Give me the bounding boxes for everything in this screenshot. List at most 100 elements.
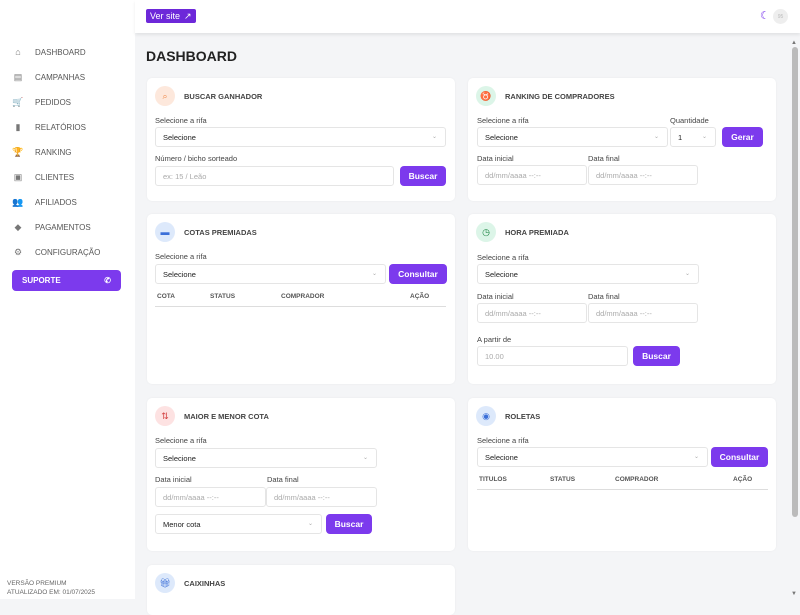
end-date-input[interactable]: dd/mm/aaaa --:-- (588, 303, 698, 323)
rifa-select[interactable]: Selecione ⌄ (155, 264, 386, 284)
clock-icon: ◷ (476, 222, 496, 242)
buscar-button[interactable]: Buscar (326, 514, 372, 534)
column-header: AÇÃO (733, 476, 753, 483)
ticket-icon: ▬ (155, 222, 175, 242)
buscar-button[interactable]: Buscar (633, 346, 680, 366)
rifa-select[interactable]: Selecione ⌄ (477, 264, 699, 284)
trophy-icon: 🏆 (12, 146, 24, 157)
card-hora-premiada: ◷ HORA PREMIADA Selecione a rifa Selecion… (468, 214, 776, 384)
end-date-input[interactable]: dd/mm/aaaa --:-- (588, 165, 698, 185)
rifa-label: Selecione a rifa (155, 116, 207, 125)
version-info: VERSÃO PREMIUM ATUALIZADO EM: 01/07/2025 (7, 579, 95, 597)
sidebar-item-afiliados[interactable]: 👥 AFILIADOS (12, 195, 77, 209)
sidebar-item-label: PEDIDOS (35, 97, 72, 107)
from-input[interactable]: 10.00 (477, 346, 628, 366)
whatsapp-icon: ✆ (104, 276, 111, 285)
end-date-label: Data final (267, 475, 299, 484)
chevron-down-icon: ⌄ (701, 134, 707, 140)
card-title: COTAS PREMIADAS (184, 227, 257, 237)
sidebar-item-ranking[interactable]: 🏆 RANKING (12, 145, 71, 159)
numero-label: Número / bicho sorteado (155, 154, 238, 163)
rifa-value: Selecione (163, 453, 196, 463)
table-divider (155, 306, 446, 307)
dark-mode-toggle-icon[interactable]: ☾ (760, 10, 770, 22)
numero-input[interactable]: ex: 15 / Leão (155, 166, 394, 186)
view-site-button[interactable]: Ver site ↗ (146, 9, 196, 23)
scroll-up-icon[interactable]: ▲ (791, 40, 797, 46)
rifa-select[interactable]: Selecione ⌄ (477, 127, 668, 147)
end-date-input[interactable]: dd/mm/aaaa --:-- (266, 487, 377, 507)
sidebar-item-label: RELATÓRIOS (35, 122, 86, 132)
buscar-button[interactable]: Buscar (400, 166, 446, 186)
scrollbar-thumb[interactable] (792, 47, 798, 517)
table-divider (477, 489, 768, 490)
chevron-down-icon: ⌄ (307, 521, 313, 527)
start-date-label: Data inicial (477, 154, 514, 163)
type-value: Menor cota (163, 519, 201, 529)
rifa-label: Selecione a rifa (477, 116, 529, 125)
rifa-label: Selecione a rifa (477, 436, 529, 445)
rifa-select[interactable]: Selecione ⌄ (477, 447, 708, 467)
chevron-down-icon: ⌄ (684, 271, 690, 277)
chevron-down-icon: ⌄ (371, 271, 377, 277)
rifa-label: Selecione a rifa (477, 253, 529, 262)
page-title: DASHBOARD (146, 48, 237, 64)
sidebar-item-label: CONFIGURAÇÃO (35, 247, 101, 257)
start-date-input[interactable]: dd/mm/aaaa --:-- (477, 165, 587, 185)
consultar-button[interactable]: Consultar (389, 264, 447, 284)
sidebar-item-dashboard[interactable]: ⌂ DASHBOARD (12, 45, 86, 59)
column-header: STATUS (210, 293, 236, 300)
topbar: Ver site ↗ ☾ 95 (135, 0, 800, 33)
rifa-label: Selecione a rifa (155, 436, 207, 445)
avatar[interactable]: 95 (773, 9, 788, 24)
card-buscar-ganhador: ⌕ BUSCAR GANHADOR Selecione a rifa Seleci… (147, 78, 455, 201)
gear-icon: ⚙ (13, 246, 23, 257)
rifa-value: Selecione (163, 132, 196, 142)
chevron-down-icon: ⌄ (653, 134, 659, 140)
sidebar-item-pagamentos[interactable]: ◆ PAGAMENTOS (12, 220, 91, 234)
card-title: CAIXINHAS (184, 578, 226, 588)
sidebar-item-configuracao[interactable]: ⚙ CONFIGURAÇÃO (12, 245, 100, 259)
gerar-button[interactable]: Gerar (722, 127, 763, 147)
end-date-label: Data final (588, 154, 620, 163)
column-header: COTA (157, 293, 175, 300)
start-date-input[interactable]: dd/mm/aaaa --:-- (155, 487, 266, 507)
scroll-down-icon[interactable]: ▼ (791, 591, 797, 597)
rifa-value: Selecione (163, 269, 196, 279)
users-icon: 👥 (12, 196, 24, 207)
sidebar-item-clientes[interactable]: ▣ CLIENTES (12, 170, 74, 184)
start-date-label: Data inicial (155, 475, 192, 484)
sidebar-item-label: RANKING (35, 147, 72, 157)
card-title: MAIOR E MENOR COTA (184, 411, 269, 421)
card-title: HORA PREMIADA (505, 227, 569, 237)
sidebar-item-relatorios[interactable]: ▮ RELATÓRIOS (12, 120, 86, 134)
sidebar-item-label: DASHBOARD (35, 47, 86, 57)
rifa-select[interactable]: Selecione ⌄ (155, 127, 446, 147)
consultar-button[interactable]: Consultar (711, 447, 768, 467)
rifa-select[interactable]: Selecione ⌄ (155, 448, 377, 468)
chevron-down-icon: ⌄ (431, 134, 437, 140)
type-select[interactable]: Menor cota ⌄ (155, 514, 322, 534)
rifa-label: Selecione a rifa (155, 252, 207, 261)
sidebar-item-campanhas[interactable]: ▤ CAMPANHAS (12, 70, 85, 84)
card-title: BUSCAR GANHADOR (184, 91, 263, 101)
card-roletas: ◉ ROLETAS Selecione a rifa Selecione ⌄ Con… (468, 398, 776, 551)
sidebar-item-pedidos[interactable]: 🛒 PEDIDOS (12, 95, 71, 109)
support-button[interactable]: SUPORTE ✆ (12, 270, 121, 291)
home-icon: ⌂ (15, 47, 21, 57)
scrollbar[interactable]: ▲ ▼ (791, 40, 799, 599)
roulette-icon: ◉ (476, 406, 496, 426)
sidebar-item-label: AFILIADOS (35, 197, 77, 207)
card-maior-menor-cota: ⇅ MAIOR E MENOR COTA Selecione a rifa Sel… (147, 398, 455, 551)
sidebar-item-label: CAMPANHAS (35, 72, 86, 82)
start-date-input[interactable]: dd/mm/aaaa --:-- (477, 303, 587, 323)
quantity-label: Quantidade (670, 116, 709, 125)
quantity-select[interactable]: 1 ⌄ (670, 127, 716, 147)
view-site-label: Ver site (150, 11, 181, 21)
card-ranking: ♉ RANKING DE COMPRADORES Selecione a rifa… (468, 78, 776, 201)
sidebar-item-label: CLIENTES (35, 172, 75, 182)
sidebar-item-label: PAGAMENTOS (35, 222, 91, 232)
version-label: VERSÃO PREMIUM (7, 580, 67, 587)
folder-user-icon: ▣ (13, 171, 23, 182)
quantity-value: 1 (678, 132, 683, 142)
